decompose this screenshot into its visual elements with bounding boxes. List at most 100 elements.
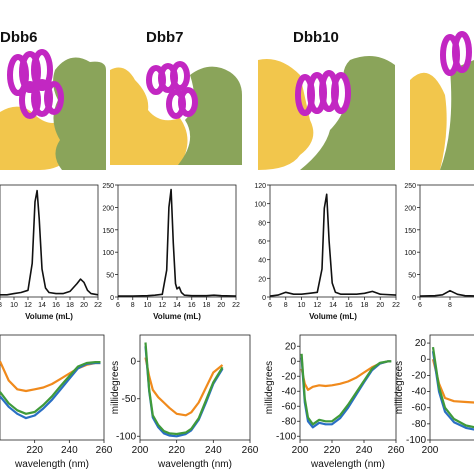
- x-tick-label: 8: [0, 302, 2, 309]
- y-tick-label: 200: [102, 205, 114, 212]
- x-axis-label: Volume (mL): [309, 312, 357, 321]
- series-line-2: [431, 346, 474, 429]
- y-tick-label: 60: [258, 239, 266, 246]
- x-tick-label: 20: [376, 302, 384, 309]
- surface-yellow: [410, 72, 447, 170]
- helix-ribbon: [295, 70, 351, 116]
- y-tick-label: -100: [116, 431, 136, 442]
- series-line-0: [419, 289, 474, 297]
- x-tick-label: 200: [422, 445, 439, 456]
- x-tick-label: 260: [242, 445, 259, 456]
- cd-chart-dbb10: 200 220 240 260200-20-40-60-80-100wavelengt…: [264, 334, 405, 470]
- y-tick-label: -40: [412, 387, 427, 398]
- x-tick-label: 14: [329, 302, 337, 309]
- structure-panel-dbb7: [110, 61, 242, 165]
- y-tick-label: 0: [262, 295, 266, 302]
- helix-ribbon: [440, 31, 472, 76]
- sec-chart-dbb11: 6 8 0 50 100 150 200 250: [404, 183, 474, 309]
- y-tick-label: -100: [276, 431, 296, 442]
- x-tick-label: 20: [80, 302, 88, 309]
- y-tick-label: -20: [412, 370, 427, 381]
- y-tick-label: -80: [282, 416, 297, 427]
- x-tick-label: 220: [168, 445, 185, 456]
- axes-frame: [269, 184, 397, 298]
- y-tick-label: 200: [404, 205, 416, 212]
- x-axis-label: Volume (mL): [25, 312, 73, 321]
- series-line-0: [144, 357, 224, 417]
- series-line-2: [300, 353, 392, 426]
- y-tick-label: 20: [285, 341, 297, 352]
- x-tick-label: 220: [324, 445, 341, 456]
- axes-frame: [0, 334, 105, 441]
- y-tick-label: 100: [254, 202, 266, 209]
- cd-chart-dbb6: 220 240 260 wavelength (nm): [0, 334, 113, 470]
- x-tick-label: 10: [10, 302, 18, 309]
- series-line-1: [431, 351, 474, 431]
- helix-ribbon: [7, 49, 64, 119]
- x-axis-label: wavelength (nm): [310, 459, 385, 470]
- y-tick-label: 50: [408, 273, 416, 280]
- y-tick-label: 80: [258, 220, 266, 227]
- x-tick-label: 240: [356, 445, 373, 456]
- y-tick-label: 250: [102, 183, 114, 190]
- x-tick-label: 14: [38, 302, 46, 309]
- x-tick-label: 200: [292, 445, 309, 456]
- x-tick-label: 6: [418, 302, 422, 309]
- y-tick-label: 40: [258, 258, 266, 265]
- y-tick-label: 20: [415, 338, 427, 349]
- y-tick-label: 20: [258, 276, 266, 283]
- x-tick-label: 10: [144, 302, 152, 309]
- x-axis-label: wavelength (nm): [157, 459, 232, 470]
- x-tick-label: 22: [94, 302, 102, 309]
- x-tick-label: 10: [298, 302, 306, 309]
- axes-frame: [429, 334, 474, 441]
- x-tick-label: 240: [61, 445, 78, 456]
- x-tick-label: 14: [173, 302, 181, 309]
- surface-green: [53, 57, 106, 170]
- x-tick-label: 260: [96, 445, 113, 456]
- surface-green: [300, 56, 395, 170]
- y-tick-label: 150: [404, 228, 416, 235]
- y-tick-label: 0: [420, 354, 426, 365]
- sec-chart-dbb6: 8 10 12 14 16 18 20 22 Volume (mL): [0, 184, 102, 321]
- y-tick-label: -50: [122, 394, 137, 405]
- x-tick-label: 16: [188, 302, 196, 309]
- series-line-0: [118, 188, 237, 297]
- axes-frame: [139, 334, 251, 441]
- y-tick-label: -100: [406, 435, 426, 446]
- y-tick-label: -60: [412, 403, 427, 414]
- cd-chart-dbb7: 200 220 240 260 0 -50 -100 wavelength (nm) milli…: [110, 334, 259, 470]
- series-line-0: [269, 193, 397, 297]
- surface-green: [440, 60, 474, 170]
- y-tick-label: 0: [412, 295, 416, 302]
- axes-frame: [419, 184, 474, 298]
- x-tick-label: 240: [205, 445, 222, 456]
- y-tick-label: 0: [110, 295, 114, 302]
- surface-yellow: [110, 67, 188, 165]
- x-tick-label: 18: [203, 302, 211, 309]
- x-tick-label: 12: [313, 302, 321, 309]
- series-line-2: [0, 361, 101, 415]
- series-line-0: [0, 189, 99, 296]
- x-tick-label: 6: [116, 302, 120, 309]
- x-tick-label: 18: [66, 302, 74, 309]
- x-tick-label: 8: [448, 302, 452, 309]
- y-tick-label: 150: [102, 228, 114, 235]
- helix-ribbon: [146, 61, 198, 119]
- x-tick-label: 16: [345, 302, 353, 309]
- y-axis-label: millidegrees: [110, 361, 121, 414]
- x-tick-label: 260: [388, 445, 405, 456]
- y-tick-label: -20: [282, 371, 297, 382]
- y-tick-label: -80: [412, 419, 427, 430]
- y-axis-label: millidegrees: [394, 361, 405, 414]
- x-tick-label: 20: [217, 302, 225, 309]
- y-axis-label: millidegrees: [264, 361, 275, 414]
- structure-panel-dbb11: [410, 31, 474, 170]
- y-tick-label: 100: [404, 250, 416, 257]
- series-line-1: [300, 357, 392, 429]
- x-tick-label: 220: [26, 445, 43, 456]
- axes-frame: [0, 184, 99, 298]
- y-tick-label: -60: [282, 401, 297, 412]
- y-tick-label: 250: [404, 183, 416, 190]
